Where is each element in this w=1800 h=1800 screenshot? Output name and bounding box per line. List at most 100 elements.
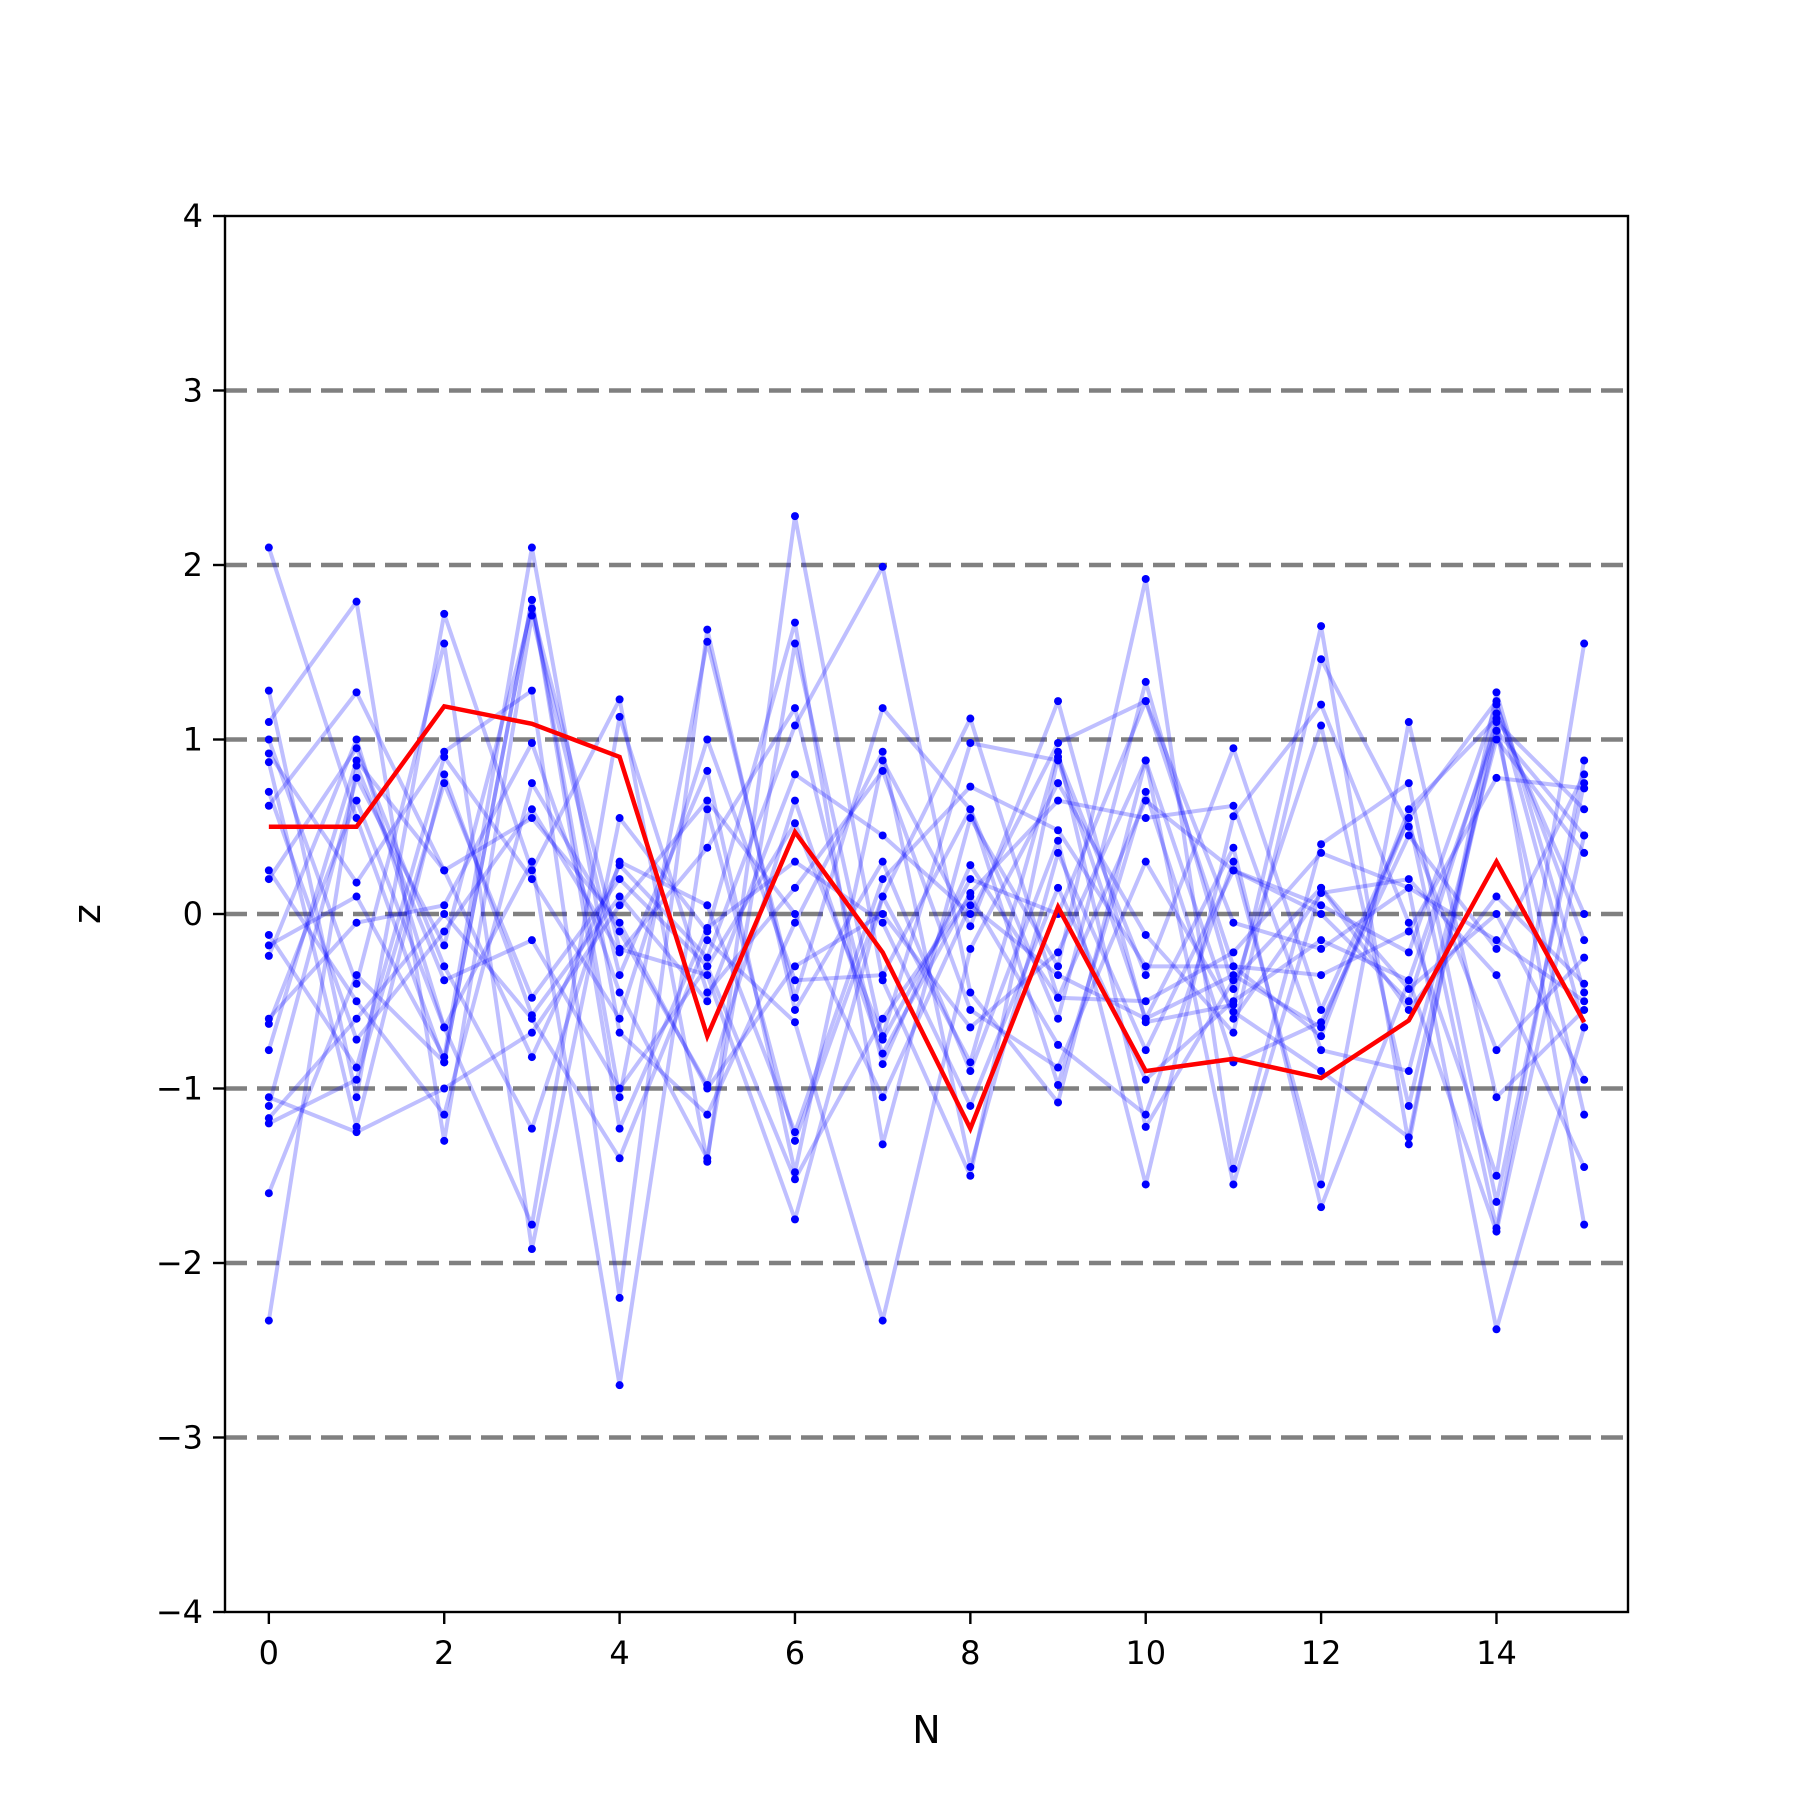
sample-point	[878, 971, 887, 980]
sample-series-line	[267, 737, 1586, 1088]
sample-point	[264, 1189, 273, 1198]
sample-point	[1492, 971, 1501, 980]
sample-point	[352, 918, 361, 927]
sample-point	[615, 944, 624, 953]
sample-point	[440, 910, 449, 918]
sample-point	[1229, 812, 1238, 821]
sample-point	[1141, 796, 1150, 805]
sample-point	[615, 1014, 624, 1023]
y-tick-label: 0	[183, 895, 203, 933]
sample-point	[790, 910, 799, 918]
sample-point	[790, 993, 799, 1002]
sample-point	[352, 688, 361, 697]
sample-series-line	[266, 699, 1587, 1225]
x-tick-label: 8	[960, 1634, 980, 1672]
sample-point	[1404, 1140, 1413, 1149]
sample-point	[1141, 971, 1150, 980]
sample-point	[1492, 697, 1501, 706]
sample-point	[1492, 1093, 1501, 1102]
sample-point	[615, 814, 624, 823]
sample-point	[790, 1215, 799, 1224]
sample-point	[264, 801, 273, 810]
sample-point	[1141, 997, 1150, 1006]
sample-series-line	[266, 597, 1587, 1234]
sample-point	[352, 597, 361, 606]
sample-point	[1580, 831, 1589, 840]
sample-point	[1054, 1081, 1063, 1090]
sample-point	[264, 866, 273, 875]
sample-point	[1404, 918, 1413, 927]
sample-series-line	[267, 746, 1585, 1135]
sample-point	[352, 814, 361, 823]
sample-point	[790, 1175, 799, 1184]
sample-point	[1580, 953, 1589, 962]
sample-point	[1317, 655, 1326, 664]
sample-point	[878, 1014, 887, 1023]
sample-point	[527, 779, 536, 788]
sample-point	[527, 1245, 536, 1254]
sample-point	[615, 1084, 624, 1093]
sample-point	[264, 787, 273, 796]
x-tick-label: 0	[259, 1634, 279, 1672]
sample-point	[1229, 1028, 1238, 1037]
sample-point	[1404, 985, 1413, 994]
sample-point	[615, 1381, 624, 1390]
sample-point	[1141, 574, 1150, 583]
sample-point	[703, 936, 712, 945]
sample-point	[790, 1005, 799, 1014]
sample-point	[1580, 784, 1589, 793]
sample-point	[703, 923, 712, 932]
sample-point	[1141, 1046, 1150, 1055]
sample-point	[878, 892, 887, 901]
sample-point	[1141, 930, 1150, 939]
sample-point	[615, 971, 624, 980]
sample-series-line	[266, 699, 1587, 1321]
sample-series-line	[267, 720, 1586, 1187]
sample-point	[264, 1019, 273, 1028]
y-axis-label: z	[65, 904, 109, 924]
sample-point	[615, 1293, 624, 1302]
sample-point	[1054, 883, 1063, 892]
sample-point	[878, 747, 887, 756]
sample-point	[1492, 726, 1501, 735]
sample-point	[703, 843, 712, 852]
sample-point	[1054, 697, 1063, 706]
sample-point	[264, 735, 273, 744]
sample-series-line	[268, 728, 1587, 1210]
sample-point	[703, 997, 712, 1006]
sample-point	[1229, 985, 1238, 994]
sample-point	[1229, 971, 1238, 980]
sample-point	[966, 901, 975, 910]
sample-point	[966, 1058, 975, 1067]
sample-point	[966, 1023, 975, 1032]
sample-point	[1229, 1180, 1238, 1189]
sample-point	[878, 875, 887, 884]
sample-point	[1054, 1040, 1063, 1049]
sample-point	[1404, 976, 1413, 985]
sample-point	[1317, 901, 1326, 910]
sample-point	[264, 749, 273, 758]
sample-point	[1492, 735, 1501, 744]
sample-point	[1492, 773, 1501, 782]
sample-point	[1054, 738, 1063, 747]
sample-point	[615, 988, 624, 997]
sample-series-line	[267, 564, 1586, 1168]
y-tick-label: 2	[183, 546, 203, 584]
sample-point	[440, 639, 449, 648]
sample-point	[703, 805, 712, 814]
sample-point	[1580, 910, 1589, 918]
sample-point	[1229, 866, 1238, 875]
sample-point	[1317, 700, 1326, 709]
sample-point	[440, 866, 449, 875]
sample-point	[615, 1093, 624, 1102]
sample-point	[966, 814, 975, 823]
highlight-series-group	[268, 703, 1587, 1135]
sample-point	[966, 1067, 975, 1076]
sample-point	[527, 543, 536, 552]
sample-point	[440, 1058, 449, 1067]
sample-point	[1229, 962, 1238, 971]
sample-point	[790, 1128, 799, 1137]
sample-point	[1317, 883, 1326, 892]
sample-point	[1580, 1110, 1589, 1119]
sample-point	[264, 543, 273, 552]
